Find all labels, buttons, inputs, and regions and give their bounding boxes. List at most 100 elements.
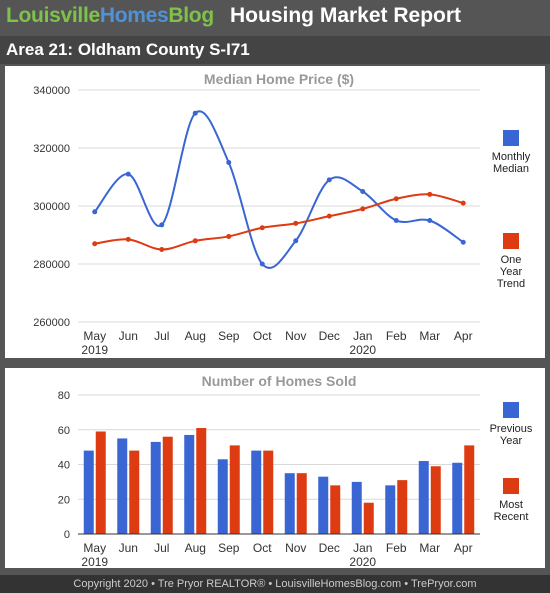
bar [296,473,307,534]
chart-title: Median Home Price ($) [204,71,354,87]
x-tick-label: Oct [253,329,272,343]
bar [430,466,441,534]
y-tick-label: 80 [58,390,70,402]
legend-swatch [503,130,519,146]
y-tick-label: 260000 [33,317,70,329]
x-tick-label: Apr [454,329,473,343]
data-point [259,225,265,231]
bar [251,450,262,534]
x-tick-year-label: 2020 [349,343,376,357]
legend-label: Recent [494,511,529,523]
bar [129,450,140,534]
data-point [427,218,433,223]
legend-label: Most [499,499,523,511]
data-point [226,160,232,165]
bar [397,480,408,534]
bar [330,485,341,534]
x-tick-label: Mar [419,541,440,555]
series-line [94,193,464,251]
data-point [125,236,131,242]
series-line [93,110,464,269]
x-tick-label: Feb [386,329,407,343]
legend-label: One [501,254,522,266]
data-point [393,196,399,202]
x-tick-label: Sep [218,541,240,555]
bar [263,450,274,534]
x-tick-year-label: 2019 [81,343,108,357]
bar [418,461,429,534]
data-point [125,171,131,177]
x-tick-year-label: 2020 [349,555,376,568]
bar [452,462,463,534]
x-tick-label: May [83,541,106,555]
data-point [360,189,366,194]
data-point [293,238,299,244]
x-tick-label: Nov [285,329,306,343]
x-tick-label: Jun [119,541,138,555]
median-price-chart: Median Home Price ($) 260000 280000 300000 3… [33,71,531,357]
x-tick-year-label: 2019 [81,555,108,568]
x-tick-label: Nov [285,541,306,555]
data-point [159,222,165,228]
legend-label: Median [493,163,529,175]
brand-logo: LouisvilleHomesBlog [6,4,214,28]
bar [229,445,240,534]
median-price-panel: Median Home Price ($) 260000 280000 300000 3… [5,66,545,358]
homes-sold-panel: Number of Homes Sold 0 20 40 60 80 May 2019 Jun J… [5,368,545,568]
legend-label: Trend [497,278,525,290]
bar [385,485,396,534]
x-tick-label: Aug [185,541,206,555]
x-tick-label: Jun [119,329,138,343]
legend-label: Year [500,266,523,278]
data-point [360,206,366,212]
x-tick-label: Jul [154,329,169,343]
data-point [192,238,198,244]
legend-swatch [503,478,519,494]
area-title-bar [0,36,550,64]
bar [95,431,106,534]
y-tick-label: 340000 [33,85,70,97]
y-tick-label: 300000 [33,201,70,213]
y-tick-label: 280000 [33,259,70,271]
bar [117,438,128,534]
bar [162,436,173,534]
data-point [92,209,98,215]
data-point [326,213,332,219]
x-tick-label: Jul [154,541,169,555]
bar [150,441,161,534]
bar [196,428,207,534]
legend-label: Monthly [492,151,531,163]
x-tick-label: May [83,329,106,343]
x-tick-label: Dec [319,541,340,555]
brand-part-blog: Blog [168,4,214,27]
data-point [460,239,466,245]
area-title: Area 21: Oldham County S-I71 [6,40,250,59]
x-tick-label: Mar [419,329,440,343]
x-tick-label: Apr [454,541,473,555]
x-tick-label: Sep [218,329,240,343]
data-point [326,177,332,183]
footer-copyright: Copyright 2020 • Tre Pryor REALTOR® • Lo… [0,575,550,593]
data-point [293,220,299,226]
data-point [393,218,399,223]
data-point [427,191,433,197]
report-header: LouisvilleHomesBlog Housing Market Repor… [0,0,550,34]
data-point [92,241,98,247]
legend-swatch [503,402,519,418]
x-tick-label: Aug [185,329,206,343]
x-tick-label: Feb [386,541,407,555]
x-tick-label: Jan [353,329,372,343]
chart-title: Number of Homes Sold [202,373,357,389]
bar [318,476,329,534]
brand-part-homes: Homes [99,4,169,27]
x-tick-label: Dec [319,329,340,343]
data-point [159,247,165,252]
data-point [259,261,265,267]
y-tick-label: 320000 [33,143,70,155]
data-point [460,200,466,206]
bar [464,445,475,534]
brand-part-louisville: Louisville [6,4,100,27]
bar [217,459,228,534]
y-tick-label: 0 [64,529,70,541]
